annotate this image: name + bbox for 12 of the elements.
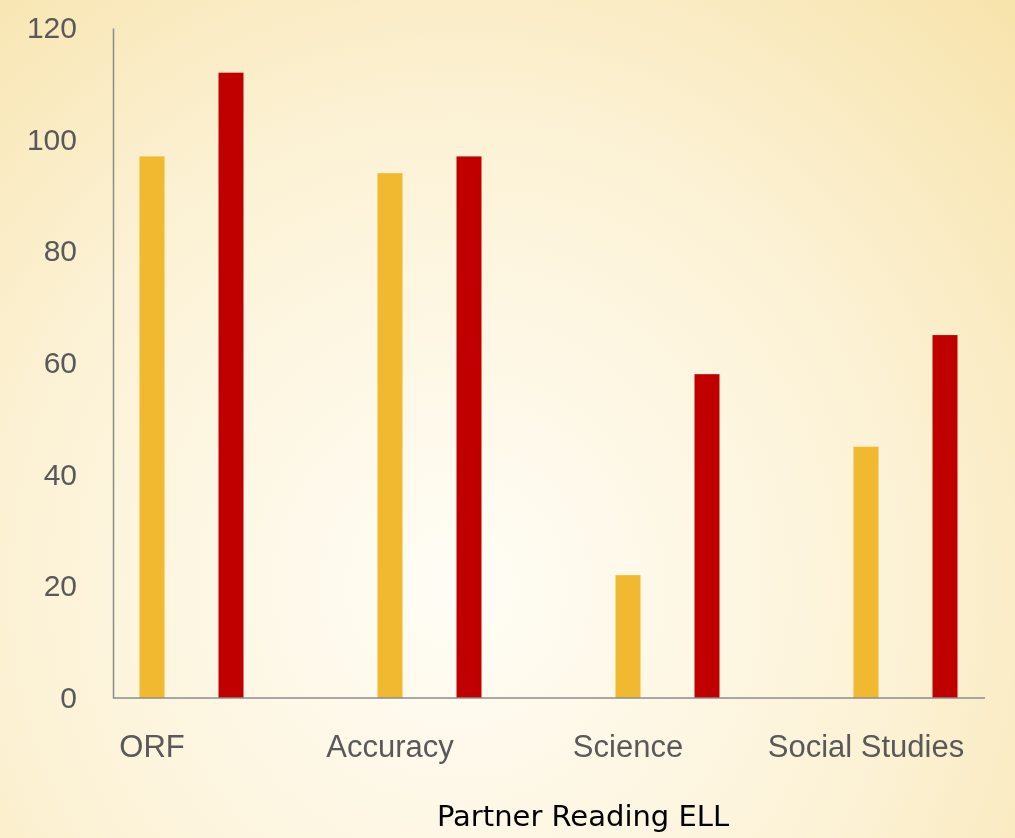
y-tick-label: 80 bbox=[43, 234, 77, 268]
x-tick-label: Science bbox=[572, 729, 684, 764]
y-tick-label: 60 bbox=[43, 346, 77, 380]
y-tick-label: 40 bbox=[43, 457, 77, 491]
x-tick-label: Accuracy bbox=[326, 729, 455, 764]
x-tick-label: Social Studies bbox=[767, 729, 965, 764]
x-tick-label: ORF bbox=[119, 729, 185, 764]
y-tick-label: 100 bbox=[26, 122, 77, 156]
y-tick-label: 120 bbox=[26, 11, 77, 45]
x-axis-title: Partner Reading ELL bbox=[436, 799, 730, 833]
y-tick-label: 20 bbox=[43, 569, 77, 603]
y-tick-label: 0 bbox=[60, 681, 77, 715]
